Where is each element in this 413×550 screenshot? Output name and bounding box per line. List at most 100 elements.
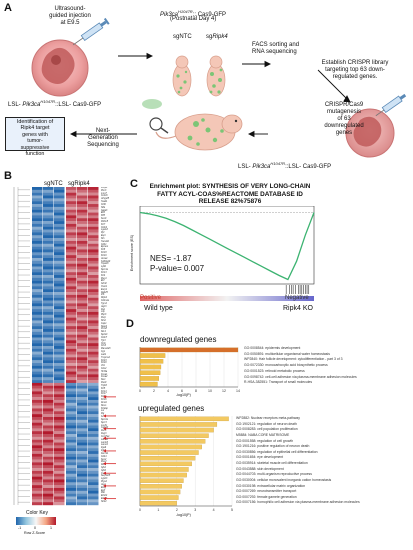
- heatmap-cell: [66, 283, 77, 287]
- heatmap-cell: [43, 286, 54, 290]
- heatmap-cell: [88, 263, 99, 267]
- heatmap-cell: [66, 428, 77, 432]
- heatmap-cell: [77, 280, 88, 284]
- go-term-label: GO:0008283: cell population proliferatio…: [236, 427, 298, 432]
- heatmap-cell: [77, 380, 88, 384]
- color-key-tick-low: -1: [18, 526, 22, 530]
- arrow-a3: [317, 69, 347, 99]
- heatmap-cell: [88, 189, 99, 193]
- heatmap-gene-label: Ntrk2: [101, 500, 107, 503]
- heatmap-cell: [54, 346, 65, 350]
- go-term-label: GO:0030856: regulation of epithelial cel…: [236, 449, 318, 454]
- heatmap-cell: [77, 399, 88, 403]
- color-key-title: Color Key: [26, 510, 48, 516]
- heatmap-cell: [66, 425, 77, 429]
- heatmap-gene-label: Ly6d: [101, 266, 106, 269]
- heatmap-cell: [32, 269, 43, 273]
- heatmap-cell: [43, 388, 54, 392]
- heatmap-cell: [88, 442, 99, 446]
- heatmap-cell: [88, 229, 99, 233]
- heatmap-gene-label: Cldn7: [101, 336, 108, 339]
- heatmap-cell: [43, 340, 54, 344]
- heatmap-cell: [32, 311, 43, 315]
- heatmap-cell: [88, 249, 99, 253]
- mouse-sgntc-icon: [172, 55, 192, 97]
- heatmap-cell: [66, 397, 77, 401]
- heatmap-cell: [66, 502, 77, 506]
- heatmap-cell: [66, 306, 77, 310]
- heatmap-cell: [88, 485, 99, 489]
- heatmap-cell: [43, 502, 54, 506]
- heatmap-cell: [32, 243, 43, 247]
- heatmap-cell: [32, 223, 43, 227]
- heatmap-cell: [88, 499, 99, 503]
- heatmap-cell: [66, 195, 77, 199]
- gsea-wild-type: Wild type: [144, 305, 173, 312]
- heatmap-cell: [32, 422, 43, 426]
- heatmap-cell: [54, 490, 65, 494]
- bar-tick-label: 12: [222, 389, 226, 393]
- heatmap-cell: [54, 348, 65, 352]
- heatmap-gene-label: Ripk4: [101, 297, 107, 300]
- heatmap-cell: [66, 215, 77, 219]
- heatmap-cell: [32, 459, 43, 463]
- heatmap-cell: [54, 431, 65, 435]
- heatmap-cell: [77, 263, 88, 267]
- heatmap-cell: [88, 402, 99, 406]
- heatmap-cell: [88, 439, 99, 443]
- heatmap-cell: [32, 382, 43, 386]
- heatmap-cell: [66, 419, 77, 423]
- color-key-gradient: [16, 517, 56, 525]
- heatmap-gene-label: Elf3: [101, 212, 105, 215]
- heatmap-cell: [54, 397, 65, 401]
- heatmap-cell: [43, 238, 54, 242]
- heatmap-cell: [54, 360, 65, 364]
- heatmap-cell: [43, 212, 54, 216]
- heatmap-cell: [77, 328, 88, 333]
- heatmap-cell: [32, 294, 43, 298]
- bar: [139, 450, 199, 455]
- heatmap-cell: [77, 499, 88, 503]
- heatmap-cell: [43, 451, 54, 455]
- heatmap-red-arrow: [103, 395, 116, 399]
- heatmap-cell: [77, 294, 88, 298]
- heatmap-cell: [54, 204, 65, 208]
- heatmap-cell: [88, 192, 99, 196]
- heatmap-cell: [54, 192, 65, 196]
- heatmap-cell: [43, 309, 54, 313]
- heatmap-gene-label: Rab25: [101, 291, 108, 294]
- heatmap-gene-label: Cdh1: [101, 243, 107, 246]
- heatmap-cell: [66, 456, 77, 460]
- heatmap-gene-label: Klf5: [101, 215, 105, 218]
- heatmap-cell: [32, 431, 43, 435]
- bar-tick-label: 2: [153, 389, 155, 393]
- heatmap-cell: [66, 348, 77, 352]
- heatmap-cell: [77, 445, 88, 449]
- heatmap-cell: [54, 462, 65, 466]
- heatmap-cell: [77, 468, 88, 472]
- heatmap-red-arrow: [103, 484, 116, 488]
- heatmap-cell: [32, 453, 43, 457]
- heatmap-cell: [77, 391, 88, 395]
- heatmap-cell: [54, 303, 65, 307]
- heatmap-cell: [32, 189, 43, 193]
- heatmap-cell: [54, 485, 65, 489]
- heatmap-cell: [32, 428, 43, 432]
- heatmap-cell: [88, 204, 99, 208]
- heatmap-cell: [32, 499, 43, 503]
- heatmap-cell: [43, 399, 54, 403]
- panel-d-label: D: [126, 318, 134, 330]
- heatmap-cell: [88, 195, 99, 199]
- heatmap-cell: [54, 246, 65, 250]
- go-term-label: GO:0043588: skin development: [236, 466, 284, 471]
- heatmap-cell: [77, 434, 88, 438]
- heatmap-cell: [88, 391, 99, 395]
- heatmap-cell: [43, 434, 54, 438]
- heatmap-cell: [43, 479, 54, 483]
- heatmap-cell: [66, 198, 77, 202]
- heatmap-cell: [54, 476, 65, 480]
- heatmap-gene-label: Anxa1: [101, 257, 108, 260]
- heatmap-cell: [54, 334, 65, 338]
- heatmap-cell: [66, 422, 77, 426]
- heatmap-cell: [54, 419, 65, 423]
